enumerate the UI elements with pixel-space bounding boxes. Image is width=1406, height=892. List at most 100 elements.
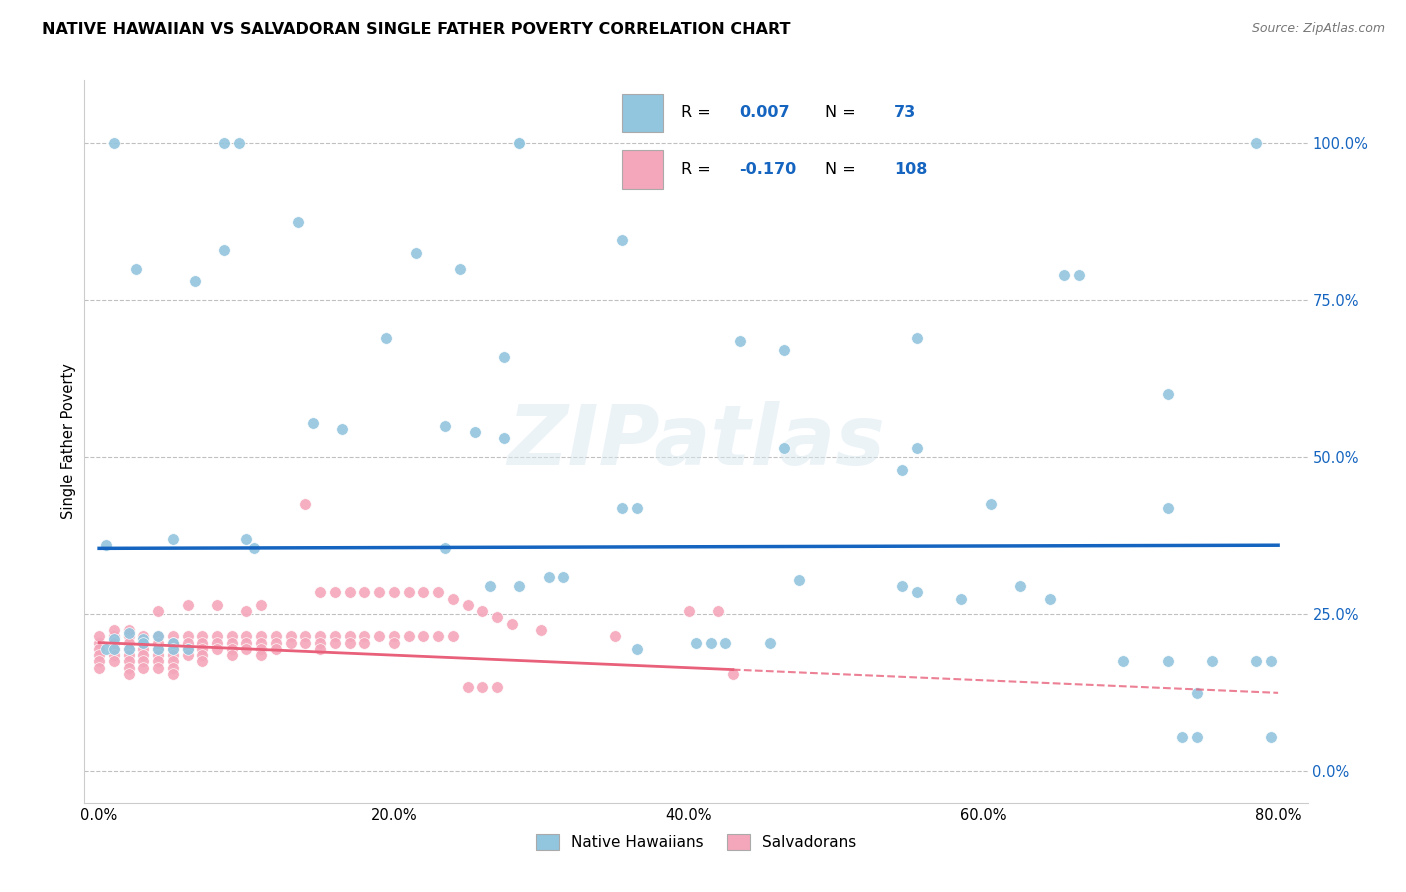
Y-axis label: Single Father Poverty: Single Father Poverty xyxy=(60,364,76,519)
Point xyxy=(478,579,501,593)
Point xyxy=(117,641,139,656)
Point xyxy=(264,629,287,643)
Point xyxy=(309,585,332,599)
Point xyxy=(905,331,928,345)
Point xyxy=(221,641,243,656)
Point xyxy=(287,214,309,228)
Point xyxy=(96,538,118,552)
Point xyxy=(294,497,316,511)
Point xyxy=(87,641,110,656)
Point xyxy=(132,661,155,675)
Point xyxy=(162,532,184,546)
Point xyxy=(87,648,110,662)
Legend: Native Hawaiians, Salvadorans: Native Hawaiians, Salvadorans xyxy=(530,829,862,856)
Point xyxy=(146,661,169,675)
Point xyxy=(132,641,155,656)
Point xyxy=(434,418,457,433)
Point xyxy=(87,635,110,649)
Point xyxy=(427,629,450,643)
Point xyxy=(235,532,257,546)
Point xyxy=(221,629,243,643)
Text: 0.007: 0.007 xyxy=(740,105,790,120)
Point xyxy=(235,641,257,656)
Point xyxy=(191,655,214,669)
Point xyxy=(205,641,228,656)
Point xyxy=(441,591,464,606)
Point xyxy=(626,500,648,515)
Point xyxy=(280,629,302,643)
Point xyxy=(721,667,744,681)
Point xyxy=(191,629,214,643)
Point xyxy=(707,604,730,618)
Point xyxy=(132,635,155,649)
Point xyxy=(176,641,198,656)
Point xyxy=(162,641,184,656)
Point xyxy=(250,648,273,662)
Point xyxy=(330,422,353,436)
Bar xyxy=(621,150,664,188)
Point xyxy=(162,667,184,681)
Bar xyxy=(621,94,664,132)
Point xyxy=(891,579,914,593)
Point xyxy=(1244,655,1267,669)
Point xyxy=(214,243,236,257)
Point xyxy=(485,680,508,694)
Point xyxy=(1053,268,1076,282)
Point xyxy=(1244,136,1267,150)
Point xyxy=(184,274,207,288)
Point xyxy=(103,655,125,669)
Point xyxy=(553,569,575,583)
Point xyxy=(412,585,434,599)
Point xyxy=(368,629,391,643)
Point xyxy=(714,635,737,649)
Point xyxy=(162,641,184,656)
Point xyxy=(382,585,405,599)
Point xyxy=(103,648,125,662)
Point xyxy=(457,680,479,694)
Point xyxy=(146,635,169,649)
Text: 108: 108 xyxy=(894,161,928,177)
Point xyxy=(626,641,648,656)
Point xyxy=(1156,387,1178,401)
Point xyxy=(339,629,361,643)
Point xyxy=(1260,655,1282,669)
Point xyxy=(1112,655,1135,669)
Point xyxy=(243,541,266,556)
Point xyxy=(441,629,464,643)
Point xyxy=(87,661,110,675)
Point xyxy=(87,655,110,669)
Point xyxy=(214,136,236,150)
Point xyxy=(191,648,214,662)
Point xyxy=(1156,500,1178,515)
Point xyxy=(339,635,361,649)
Point xyxy=(96,641,118,656)
Point xyxy=(176,641,198,656)
Point xyxy=(280,635,302,649)
Point xyxy=(250,629,273,643)
Text: ZIPatlas: ZIPatlas xyxy=(508,401,884,482)
Text: R =: R = xyxy=(681,105,716,120)
Point xyxy=(1171,730,1194,744)
Point xyxy=(205,629,228,643)
Point xyxy=(205,598,228,612)
Point xyxy=(773,441,796,455)
Point xyxy=(117,635,139,649)
Point xyxy=(264,635,287,649)
Point xyxy=(87,629,110,643)
Text: NATIVE HAWAIIAN VS SALVADORAN SINGLE FATHER POVERTY CORRELATION CHART: NATIVE HAWAIIAN VS SALVADORAN SINGLE FAT… xyxy=(42,22,790,37)
Point xyxy=(603,629,626,643)
Point xyxy=(221,648,243,662)
Point xyxy=(162,655,184,669)
Point xyxy=(323,635,346,649)
Point xyxy=(146,604,169,618)
Point xyxy=(375,331,398,345)
Point xyxy=(176,629,198,643)
Point xyxy=(905,441,928,455)
Point xyxy=(146,648,169,662)
Point xyxy=(235,629,257,643)
Point xyxy=(103,632,125,647)
Point xyxy=(250,641,273,656)
Point xyxy=(950,591,973,606)
Point xyxy=(146,629,169,643)
Point xyxy=(162,629,184,643)
